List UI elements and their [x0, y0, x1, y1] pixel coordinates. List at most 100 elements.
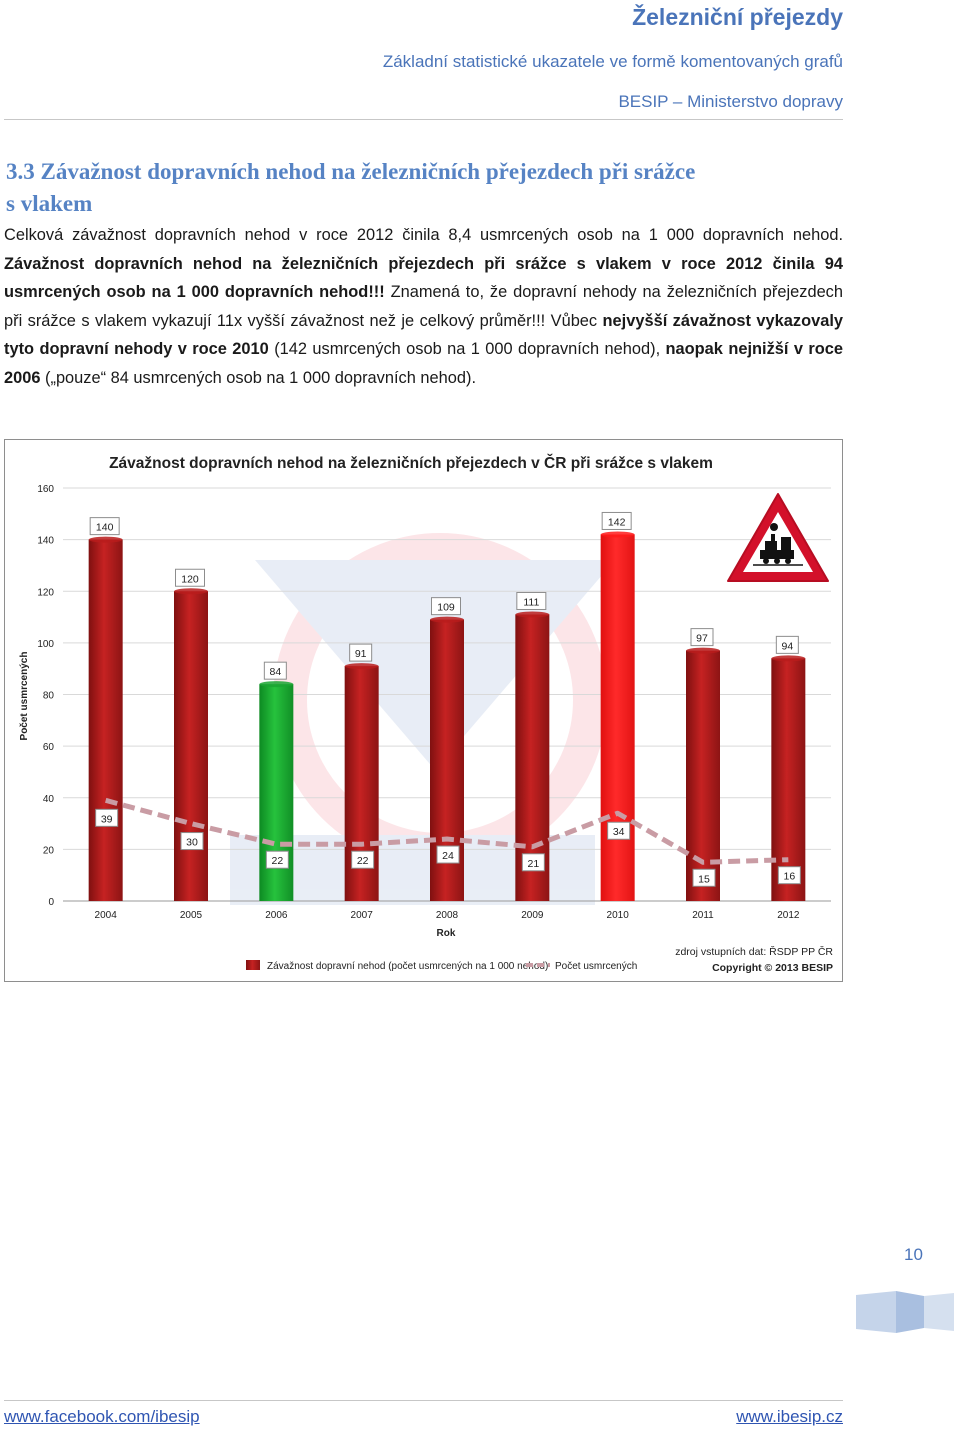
body-text-2: Znamená to, že dopravní nehody na železn…: [4, 283, 843, 330]
data-label-box: [263, 661, 287, 680]
data-label-box: [775, 635, 799, 654]
bar-2010: [600, 534, 635, 901]
y-tick-label: 60: [43, 742, 55, 753]
page-number: 10: [904, 1245, 923, 1264]
header-divider: [4, 119, 843, 120]
chart-frame: Závažnost dopravních nehod na železniční…: [4, 439, 843, 982]
x-tick-label: 2009: [521, 910, 544, 921]
page-corner-decoration: [856, 1291, 954, 1333]
footer-divider: [4, 1400, 843, 1401]
x-axis-label: Rok: [437, 928, 456, 939]
facebook-link[interactable]: www.facebook.com/ibesip: [4, 1407, 200, 1426]
bar-cap: [600, 531, 635, 538]
x-axis-ticks: 2004 2005 2006 2007 2008 2009 2010 2011 2012: [95, 910, 800, 921]
data-label-box: [349, 643, 373, 662]
data-label-box: [777, 866, 801, 885]
y-axis-label: Počet usmrcených: [19, 652, 30, 741]
data-label: 16: [783, 871, 795, 883]
deaths-line: [105, 797, 789, 865]
body-text-1: Celková závažnost dopravních nehod v roc…: [4, 226, 843, 244]
y-tick-label: 120: [37, 587, 54, 598]
data-label: 97: [696, 633, 708, 645]
data-label: 24: [442, 850, 454, 862]
data-label-box: [180, 832, 204, 851]
y-tick-label: 80: [43, 691, 55, 702]
severity-chart: Závažnost dopravních nehod na železniční…: [19, 454, 833, 974]
data-label-box: [351, 850, 375, 869]
y-axis-ticks: 0 20 40 60 80 100 120 140 160: [37, 484, 54, 908]
data-label: 120: [181, 573, 199, 585]
bar-2005: [174, 591, 208, 901]
data-label: 34: [613, 826, 625, 838]
railway-crossing-sign-icon: [727, 493, 829, 582]
legend-bar-swatch: [246, 960, 260, 970]
deaths-line-path: [105, 797, 789, 865]
x-tick-label: 2008: [436, 910, 459, 921]
chart-title: Závažnost dopravních nehod na železniční…: [109, 454, 713, 472]
y-tick-label: 20: [43, 845, 55, 856]
copyright-note: Copyright © 2013 BESIP: [712, 962, 833, 974]
legend-line-label: Počet usmrcených: [555, 961, 637, 972]
document-subtitle: Základní statistické ukazatele ve formě …: [382, 52, 843, 71]
x-tick-label: 2007: [351, 910, 374, 921]
bar-2009: [515, 614, 550, 901]
body-text-4: („pouze“ 84 usmrcených osob na 1 000 dop…: [40, 368, 476, 387]
data-label-box: [607, 821, 631, 840]
x-tick-label: 2011: [692, 910, 714, 921]
data-label: 94: [781, 640, 793, 652]
data-label: 39: [101, 813, 113, 825]
body-text-3: (142 usmrcených osob na 1 000 dopravních…: [268, 340, 666, 359]
data-label-box: [692, 868, 716, 887]
x-tick-label: 2006: [265, 910, 288, 921]
data-label-box: [601, 511, 632, 530]
data-label-box: [89, 517, 120, 536]
bar-cap: [174, 588, 208, 595]
x-tick-label: 2005: [180, 910, 203, 921]
bar-cap: [88, 536, 123, 543]
bar-cap: [259, 681, 294, 688]
data-label: 22: [357, 855, 369, 867]
data-label-box: [521, 853, 545, 872]
section-body: Celková závažnost dopravních nehod v roc…: [4, 221, 843, 393]
y-tick-label: 0: [48, 897, 54, 908]
section-heading: 3.3 Závažnost dopravních nehod na železn…: [6, 156, 846, 220]
section-heading-line-1: 3.3 Závažnost dopravních nehod na železn…: [6, 159, 696, 184]
x-tick-label: 2012: [777, 910, 800, 921]
data-label: 109: [437, 602, 455, 614]
document-organization: BESIP – Ministerstvo dopravy: [618, 92, 843, 111]
data-label: 22: [271, 855, 283, 867]
data-label-box: [175, 568, 205, 587]
x-tick-label: 2010: [607, 910, 630, 921]
bar-2012: [771, 658, 806, 901]
section-heading-line-2: s vlakem: [6, 191, 93, 216]
data-label: 30: [186, 837, 198, 849]
data-label: 84: [269, 666, 281, 678]
data-label: 140: [96, 522, 114, 534]
data-label: 15: [698, 873, 710, 885]
body-text-emphasis-2: nejvyšší závažnost vykazovaly tyto dopra…: [4, 311, 843, 359]
data-label-box: [431, 597, 461, 616]
data-label: 142: [608, 516, 626, 528]
body-text-emphasis-1: Závažnost dopravních nehod na železniční…: [4, 254, 843, 302]
data-label-box: [436, 845, 460, 864]
bars: [88, 531, 806, 901]
data-labels: 140 120 84 91 109 111 142 97 94 39 30 22 22 24 21 34 15 1…: [89, 511, 801, 887]
data-label: 111: [523, 596, 539, 608]
bar-2004: [88, 539, 123, 901]
website-link[interactable]: www.ibesip.cz: [736, 1407, 843, 1426]
data-label: 91: [355, 648, 367, 660]
legend-bar-label: Závažnost dopravní nehod (počet usmrcený…: [267, 961, 548, 972]
x-tick-label: 2004: [95, 910, 118, 921]
bar-cap: [430, 616, 464, 623]
bar-cap: [344, 663, 379, 670]
data-label-box: [516, 591, 547, 610]
y-tick-label: 100: [37, 639, 54, 650]
y-tick-label: 140: [37, 536, 54, 547]
bar-2011: [686, 650, 720, 901]
y-tick-label: 160: [37, 484, 54, 495]
data-source-note: zdroj vstupních dat: ŘSDP PP ČR: [675, 945, 833, 958]
data-label-box: [95, 808, 119, 827]
y-tick-label: 40: [43, 794, 55, 805]
data-label-box: [690, 628, 714, 647]
body-text-emphasis-3: naopak nejnižší v roce 2006: [4, 340, 843, 387]
